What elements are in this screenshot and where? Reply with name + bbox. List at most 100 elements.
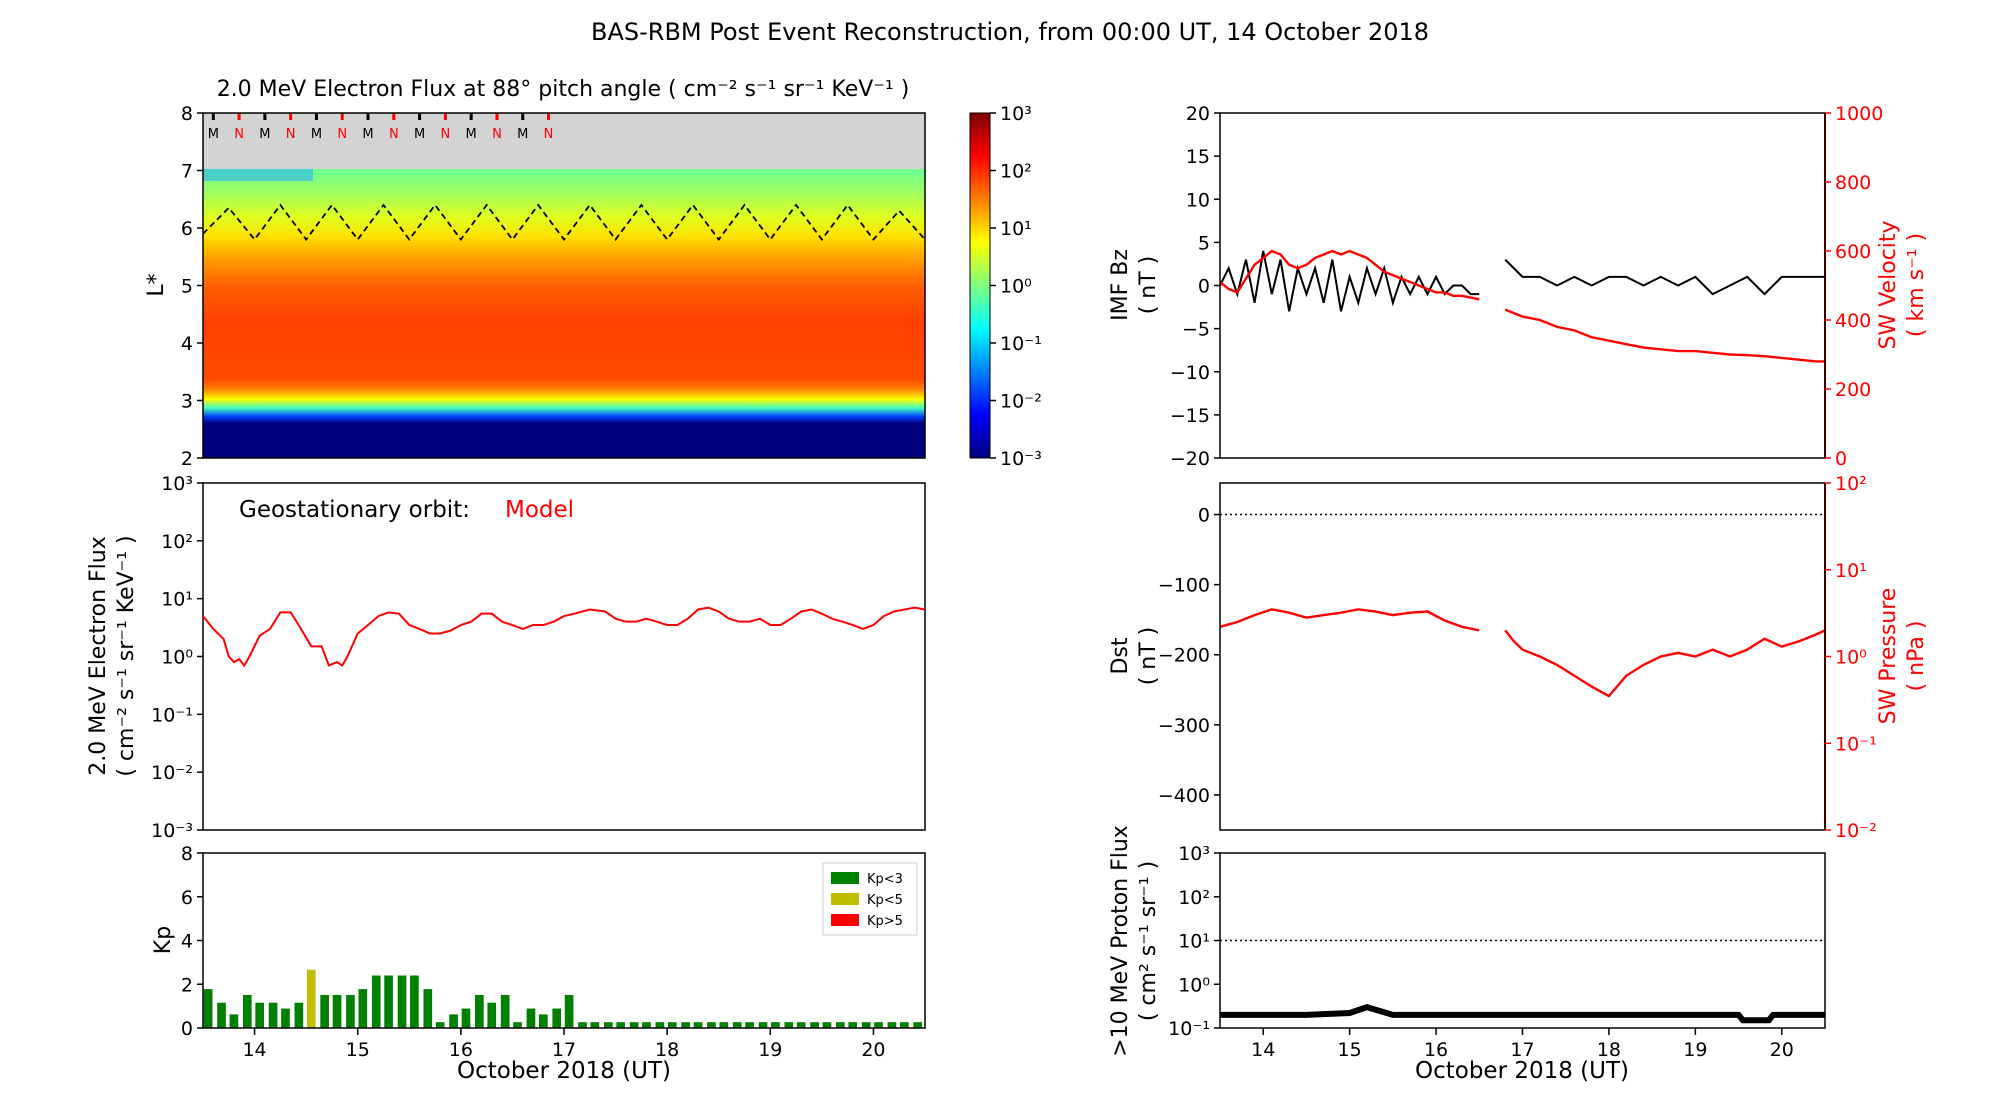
imf-ytick-label: 20 [1186,103,1210,125]
kp-bar [861,1022,871,1028]
dst-ylabel-line1: Dst [1108,637,1133,674]
colorbar-tick-label: 10¹ [1000,218,1032,240]
proton-ylabel-line2: ( cm² s⁻¹ sr⁻¹ ) [1136,861,1161,1021]
kp-bar [281,1008,290,1028]
sw-pressure-ylabel-line2: ( nPa ) [1904,621,1929,692]
imf-frame [1219,112,1826,459]
kp-bar [229,1014,239,1028]
kp-bar [887,1022,897,1028]
geo-marker-label: M [362,127,373,142]
kp-bar [552,1008,562,1028]
imf-bz-line [1219,250,1480,312]
proton-ytick-label: 10³ [1178,843,1210,865]
geo-marker-label: N [544,127,554,142]
geo-marker-label: M [414,127,425,142]
kp-bar [449,1014,458,1028]
kp-bar [642,1022,651,1028]
colorbar-tick-label: 10⁰ [1000,276,1032,298]
kp-bar [784,1022,794,1028]
geo-marker-label: N [234,127,244,142]
sw-pressure-line [1219,608,1480,632]
kp-bar [874,1022,883,1028]
imf-bz-line-2 [1504,258,1825,296]
kp-bar [681,1022,690,1028]
kp-panel: Kp<3 Kp<5 Kp>5 0 2 4 6 8 14 15 16 17 18 19 20 Kp O… [151,843,926,1084]
geo-marker-label: M [466,127,477,142]
flux-map-ytick-label: 5 [181,276,193,298]
sw-velocity-ytick-label: 0 [1835,448,1847,470]
kp-bar [203,989,213,1028]
kp-bar [320,994,329,1028]
kp-bar [822,1022,832,1028]
colorbar: 10⁻³ 10⁻² 10⁻¹ 10⁰ 10¹ 10² 10³ [969,103,1042,470]
kp-xtick-label: 16 [449,1039,473,1061]
flux-map-heatmap [203,113,925,458]
proton-xtick-label: 15 [1338,1039,1362,1061]
kp-bar [500,994,510,1028]
sw-velocity-ytick-label: 800 [1835,172,1871,194]
flux-map-blue-patch [203,169,313,181]
dst-yticks-left: −400 −300 −200 −100 0 [1158,505,1220,807]
kp-bar [268,1002,278,1028]
colorbar-gradient [969,112,991,459]
kp-bar [475,994,484,1028]
kp-bar [732,1022,742,1028]
proton-xtick-label: 18 [1597,1039,1621,1061]
flux-map-ytick-label: 2 [181,448,193,470]
flux-map-nodata-region [203,113,925,169]
dst-ylabel-line2: ( nT ) [1136,627,1161,686]
sw-pressure-ytick-label: 10⁰ [1835,647,1867,669]
kp-bar [578,1022,587,1028]
kp-bar [810,1022,819,1028]
sw-pressure-ytick-label: 10⁻¹ [1835,733,1877,755]
sw-velocity-ytick-label: 1000 [1835,103,1883,125]
kp-bar [745,1022,754,1028]
sw-velocity-ylabel-line1: SW Velocity [1876,220,1901,349]
kp-bar [294,1002,304,1028]
kp-ytick-label: 0 [181,1018,193,1040]
sw-velocity-ytick-label: 200 [1835,379,1871,401]
kp-bar [616,1022,626,1028]
kp-xtick-label: 17 [552,1039,576,1061]
geo-flux-yticks: 10⁻³ 10⁻² 10⁻¹ 10⁰ 10¹ 10² 10³ [151,473,203,842]
kp-bar [435,1022,445,1028]
proton-flux-panel: 10⁻¹ 10⁰ 10¹ 10² 10³ 14 15 16 17 18 19 20 >10 MeV … [1108,825,1826,1084]
kp-bar [410,975,419,1028]
kp-bar [397,975,407,1028]
flux-map-yticks: 2 3 4 5 6 7 8 [181,103,203,470]
kp-bar [796,1022,806,1028]
kp-bar [655,1022,665,1028]
kp-legend-label-kp3: Kp<3 [867,872,903,887]
kp-bar [384,975,393,1028]
kp-bar [513,1022,522,1028]
kp-xticks: 14 15 16 17 18 19 20 [242,1028,886,1061]
kp-bar [913,1022,923,1028]
kp-bar [255,1002,265,1028]
proton-flux-line [1220,1003,1825,1024]
geo-annotation-label: Geostationary orbit: [239,497,470,523]
geo-flux-ytick-label: 10⁰ [161,647,193,669]
flux-map-panel: 2.0 MeV Electron Flux at 88° pitch angle… [144,77,926,470]
flux-map-ytick-label: 6 [181,218,193,240]
kp-ytick-label: 4 [181,931,193,953]
kp-ytick-label: 2 [181,974,193,996]
proton-ylabel-line1: >10 MeV Proton Flux [1108,825,1133,1057]
imf-ylabel-line2: ( nT ) [1136,256,1161,315]
kp-bar [836,1022,845,1028]
proton-xtick-label: 20 [1770,1039,1794,1061]
kp-xtick-label: 14 [242,1039,266,1061]
proton-xlabel: October 2018 (UT) [1415,1058,1629,1084]
kp-xtick-label: 18 [655,1039,679,1061]
kp-bar [590,1022,600,1028]
dst-ytick-label: −100 [1158,575,1210,597]
kp-bar [371,975,381,1028]
proton-ytick-label: 10⁰ [1178,974,1210,996]
geo-marker-label: N [389,127,399,142]
geo-flux-model-line [202,606,926,668]
imf-ytick-label: 0 [1198,276,1210,298]
kp-legend-label-kpgt5: Kp>5 [867,914,903,929]
colorbar-tick-label: 10⁻³ [1000,448,1042,470]
geo-marker-label: N [337,127,347,142]
